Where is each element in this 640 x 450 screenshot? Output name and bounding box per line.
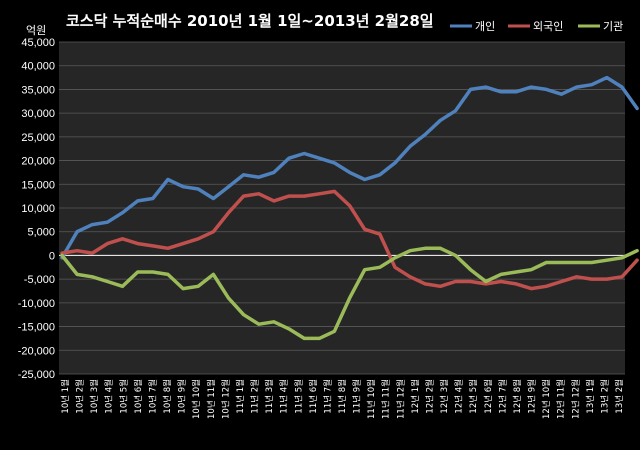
series-line-3 xyxy=(60,246,639,341)
x-tick-label: 11년 7월 xyxy=(322,379,333,414)
x-tick-label: 12년 11월 xyxy=(556,379,567,419)
x-tick-label: 10년 1월 xyxy=(60,379,71,414)
x-tick-label: 11년 10월 xyxy=(366,379,377,419)
x-tick-label: 12년 8월 xyxy=(512,379,523,414)
x-tick-label: 10년 11월 xyxy=(206,379,217,419)
x-tick-label: 10년 8월 xyxy=(162,379,173,414)
x-tick-label: 10년 3월 xyxy=(89,379,100,414)
legend-label: 외국인 xyxy=(533,20,563,33)
legend-label: 개인 xyxy=(475,20,495,33)
x-tick-label: 10년 4월 xyxy=(104,379,115,414)
y-tick-label: 40,000 xyxy=(21,61,55,73)
y-tick-label: 5,000 xyxy=(27,227,55,239)
x-tick-label: 10년 6월 xyxy=(133,379,144,414)
x-tick-label: 11년 1월 xyxy=(235,379,246,414)
y-tick-label: 45,000 xyxy=(21,37,55,49)
y-tick-label: 20,000 xyxy=(21,156,55,168)
x-tick-label: 10년 2월 xyxy=(75,379,86,414)
x-tick-label: 11년 12월 xyxy=(395,379,406,419)
x-tick-label: 10년 12월 xyxy=(220,379,231,419)
x-tick-label: 12년 7월 xyxy=(497,379,508,414)
x-tick-label: 11년 9월 xyxy=(352,379,363,414)
x-tick-label: 10년 5월 xyxy=(118,379,129,414)
x-tick-label: 10년 7월 xyxy=(147,379,158,414)
x-tick-label: 13년 2월 xyxy=(614,379,625,414)
y-tick-label: 0 xyxy=(49,250,55,262)
y-tick-label: 15,000 xyxy=(21,179,55,191)
y-tick-label: 25,000 xyxy=(21,132,55,144)
legend-label: 기관 xyxy=(603,20,623,33)
chart-title: 코스닥 누적순매수 2010년 1월 1일~2013년 2월28일 xyxy=(66,12,434,30)
unit-label: 억원 xyxy=(26,24,46,37)
x-tick-label: 12년 4월 xyxy=(454,379,465,414)
series-lines xyxy=(60,75,639,341)
x-tick-label: 11년 3월 xyxy=(264,379,275,414)
x-tick-label: 12년 1월 xyxy=(410,379,421,414)
x-tick-label: 13년 2월 xyxy=(599,379,610,414)
x-tick-label: 11년 2월 xyxy=(250,379,261,414)
legend: 개인 외국인 기관 xyxy=(450,20,623,33)
y-tick-label: 30,000 xyxy=(21,108,55,120)
x-tick-label: 11년 5월 xyxy=(293,379,304,414)
gridlines xyxy=(59,41,625,375)
x-tick-label: 10년 9월 xyxy=(177,379,188,414)
x-tick-label: 12년 6월 xyxy=(483,379,494,414)
y-tick-label: 10,000 xyxy=(21,203,55,215)
x-tick-label: 12년 3월 xyxy=(439,379,450,414)
x-tick-label: 10년 10월 xyxy=(191,379,202,419)
x-axis-ticks: 10년 1월 10년 2월 10년 3월 10년 4월 10년 5월 10년 6월 10년 … xyxy=(60,379,625,419)
y-tick-label: -20,000 xyxy=(18,345,55,357)
x-tick-label: 12년 5월 xyxy=(468,379,479,414)
y-tick-label: 35,000 xyxy=(21,84,55,96)
x-tick-label: 11년 4월 xyxy=(279,379,290,414)
y-tick-label: -10,000 xyxy=(18,298,55,310)
x-tick-label: 11년 6월 xyxy=(308,379,319,414)
series-line-1 xyxy=(60,75,639,260)
x-tick-label: 12년 2월 xyxy=(424,379,435,414)
y-tick-label: -25,000 xyxy=(18,369,55,381)
x-tick-label: 11년 8월 xyxy=(337,379,348,414)
y-tick-label: -5,000 xyxy=(24,274,55,286)
y-axis-ticks: -25,000 -20,000 -15,000 -10,000 -5,000 0 5,000… xyxy=(18,37,55,381)
x-tick-label: 12년 9월 xyxy=(527,379,538,414)
x-tick-label: 12년 12월 xyxy=(570,379,581,419)
series-line-2 xyxy=(60,189,639,291)
x-tick-label: 13년 1월 xyxy=(585,379,596,414)
x-tick-label: 11년 11월 xyxy=(381,379,392,419)
y-tick-label: -15,000 xyxy=(18,322,55,334)
x-tick-label: 12년 10월 xyxy=(541,379,552,419)
